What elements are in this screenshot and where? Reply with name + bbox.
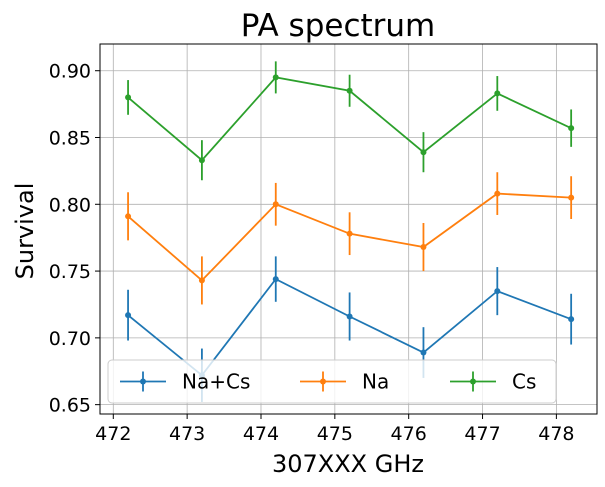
data-point — [198, 277, 205, 284]
x-tick-label: 472 — [95, 423, 131, 445]
data-point — [494, 288, 501, 295]
x-tick-label: 476 — [391, 423, 427, 445]
y-axis-label: Survival — [11, 183, 39, 280]
legend-item: Na — [300, 370, 389, 394]
series-layer — [125, 61, 575, 402]
data-point — [346, 313, 353, 320]
data-point — [346, 87, 353, 94]
y-tick-label: 0.75 — [49, 261, 91, 283]
data-point — [568, 194, 575, 201]
plot-area-frame — [99, 43, 598, 415]
data-point — [494, 190, 501, 197]
data-point — [568, 125, 575, 132]
y-axis-ticks: 0.65 0.70 0.75 0.80 0.85 0.90 — [49, 61, 100, 417]
chart-title: PA spectrum — [241, 8, 435, 44]
data-point — [420, 149, 427, 156]
legend: Na+Cs Na Cs — [107, 359, 557, 404]
data-point — [420, 349, 427, 356]
x-tick-label: 475 — [317, 423, 353, 445]
grid-lines — [100, 44, 597, 414]
legend-marker — [320, 378, 326, 385]
data-point — [346, 230, 353, 237]
data-point — [568, 316, 575, 323]
x-axis-ticks: 472 473 474 475 476 477 478 — [95, 414, 575, 445]
y-tick-label: 0.80 — [49, 194, 91, 216]
data-point — [125, 312, 132, 319]
x-tick-label: 478 — [538, 423, 574, 445]
data-point — [272, 201, 279, 208]
data-point — [125, 213, 132, 220]
x-tick-label: 474 — [243, 423, 279, 445]
x-axis-label: 307XXX GHz — [272, 450, 424, 478]
legend-item: Na+Cs — [120, 370, 250, 394]
legend-marker — [140, 378, 146, 385]
y-tick-label: 0.65 — [49, 395, 91, 417]
legend-marker — [470, 378, 476, 385]
legend-label: Cs — [512, 370, 536, 394]
y-tick-label: 0.70 — [49, 328, 91, 350]
y-tick-label: 0.90 — [49, 61, 91, 83]
legend-label: Na — [362, 370, 389, 394]
data-point — [420, 244, 427, 251]
series-na — [125, 172, 575, 305]
data-point — [272, 276, 279, 283]
data-point — [494, 90, 501, 97]
x-tick-label: 473 — [169, 423, 205, 445]
y-tick-label: 0.85 — [49, 128, 91, 150]
legend-item: Cs — [450, 370, 536, 394]
x-tick-label: 477 — [464, 423, 500, 445]
data-point — [198, 157, 205, 164]
legend-label: Na+Cs — [182, 370, 250, 394]
data-point — [125, 94, 132, 101]
data-point — [272, 74, 279, 81]
series-cs — [125, 61, 575, 181]
